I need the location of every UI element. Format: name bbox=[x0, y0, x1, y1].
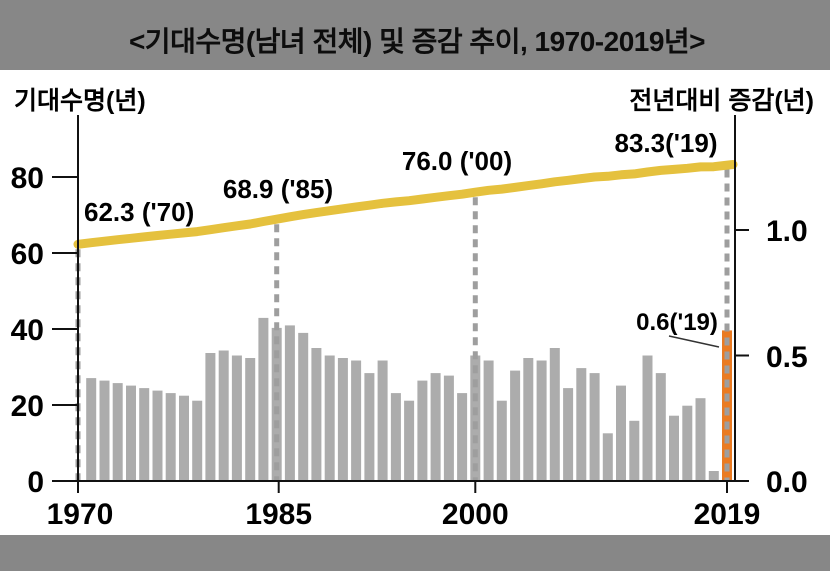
yoy-bar-1979 bbox=[192, 400, 203, 481]
life-expectancy-line-layer bbox=[73, 160, 738, 249]
yoy-bar-2015 bbox=[669, 415, 679, 481]
yoy-bar-2004 bbox=[523, 358, 534, 481]
yoy-bar-1989 bbox=[324, 355, 335, 481]
yoy-bar-2008 bbox=[576, 368, 587, 481]
yoy-bar-2011 bbox=[616, 385, 626, 481]
yoy-bar-2003 bbox=[510, 370, 521, 481]
yoy-bar-1977 bbox=[165, 393, 176, 481]
x-tick-label-2019: 2019 bbox=[694, 498, 761, 531]
left-tick-label-0: 0 bbox=[27, 466, 44, 499]
right-tick-label-0.5: 0.5 bbox=[766, 341, 808, 374]
yoy-bar-2012 bbox=[629, 420, 640, 481]
yoy-bar-2016 bbox=[682, 405, 693, 481]
yoy-bar-1987 bbox=[298, 332, 309, 481]
x-tick-label-2000: 2000 bbox=[442, 498, 509, 531]
left-tick-label-20: 20 bbox=[11, 390, 44, 423]
yoy-bar-1975 bbox=[139, 388, 150, 481]
yoy-bar-1978 bbox=[179, 395, 189, 481]
right-axis-ticks bbox=[735, 229, 749, 482]
yoy-bar-1976 bbox=[152, 390, 163, 481]
title-band bbox=[0, 0, 830, 70]
yoy-bar-2019 bbox=[722, 330, 732, 481]
yoy-bar-1993 bbox=[377, 360, 388, 481]
yoy-bar-1998 bbox=[443, 375, 454, 481]
yoy-bar-1981 bbox=[218, 350, 229, 481]
yoy-bar-2014 bbox=[655, 373, 666, 481]
left-tick-label-40: 40 bbox=[11, 314, 44, 347]
bottom-band bbox=[0, 535, 830, 571]
right-tick-label-1.0: 1.0 bbox=[766, 215, 808, 248]
yoy-bar-2013 bbox=[642, 355, 653, 481]
yoy-bar-2009 bbox=[589, 373, 600, 481]
x-tick-label-1970: 1970 bbox=[47, 498, 114, 531]
yoy-bar-1999 bbox=[457, 393, 468, 481]
right-tick-label-0.0: 0.0 bbox=[766, 466, 808, 499]
yoy-bar-2005 bbox=[536, 360, 547, 481]
yoy-bar-2017 bbox=[695, 398, 706, 481]
yoy-bar-1991 bbox=[351, 360, 362, 481]
left-tick-label-80: 80 bbox=[11, 162, 44, 195]
annotation-2019-value: 83.3('19) bbox=[614, 128, 717, 158]
annotation-2019-change: 0.6('19) bbox=[636, 309, 718, 336]
annotation-1970-value: 62.3 ('70) bbox=[84, 197, 194, 227]
life-expectancy-line bbox=[73, 160, 738, 249]
yoy-bar-1973 bbox=[112, 383, 123, 481]
yoy-change-bars bbox=[86, 317, 732, 481]
yoy-bar-1974 bbox=[126, 385, 136, 481]
yoy-bar-1988 bbox=[311, 348, 322, 481]
yoy-bar-1995 bbox=[404, 400, 415, 481]
yoy-bar-2010 bbox=[602, 433, 613, 481]
yoy-bar-1990 bbox=[337, 358, 348, 481]
left-tick-label-60: 60 bbox=[11, 238, 44, 271]
yoy-bar-1982 bbox=[231, 355, 242, 481]
yoy-bar-1983 bbox=[245, 358, 256, 481]
yoy-bar-1980 bbox=[205, 353, 216, 481]
left-axis-ticks bbox=[52, 176, 78, 482]
yoy-bar-1972 bbox=[99, 380, 110, 481]
annotation-2000-value: 76.0 ('00) bbox=[402, 146, 512, 176]
yoy-bar-2018 bbox=[708, 471, 719, 481]
yoy-bar-2000 bbox=[470, 355, 481, 481]
left-axis-header: 기대수명(년) bbox=[14, 87, 146, 115]
yoy-bar-1996 bbox=[417, 380, 428, 481]
yoy-bar-1992 bbox=[364, 373, 375, 481]
yoy-bar-1994 bbox=[390, 393, 401, 481]
yoy-bar-2002 bbox=[496, 400, 507, 481]
yoy-bar-1986 bbox=[284, 325, 295, 481]
annotation-1985-value: 68.9 ('85) bbox=[223, 174, 333, 204]
yoy-bar-2007 bbox=[563, 388, 574, 481]
yoy-bar-2006 bbox=[549, 348, 560, 481]
chart-title: <기대수명(남녀 전체) 및 증감 추이, 1970-2019년> bbox=[129, 26, 705, 57]
x-tick-label-1985: 1985 bbox=[245, 498, 312, 531]
right-axis-header: 전년대비 증감(년) bbox=[629, 87, 814, 115]
annotation-pointer-line bbox=[668, 335, 720, 348]
yoy-bar-2001 bbox=[483, 360, 494, 481]
yoy-bar-1971 bbox=[86, 378, 97, 481]
yoy-bar-1984 bbox=[258, 317, 269, 481]
yoy-bar-1997 bbox=[430, 373, 441, 481]
yoy-bar-1985 bbox=[271, 327, 282, 481]
x-axis-ticks bbox=[77, 481, 728, 493]
